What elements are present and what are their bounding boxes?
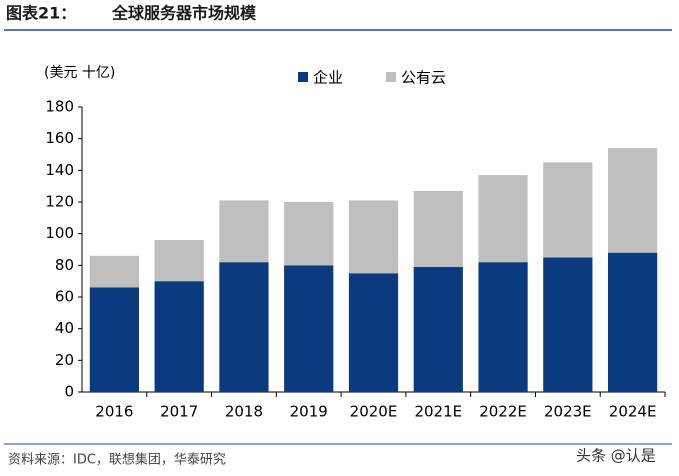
x-tick-label: 2018 <box>225 403 263 421</box>
y-tick-label: 140 <box>45 161 74 179</box>
chart-title: 全球服务器市场规模 <box>111 4 257 23</box>
y-tick-label: 120 <box>45 193 74 211</box>
y-tick-label: 100 <box>45 224 74 242</box>
x-tick-label: 2016 <box>95 403 133 421</box>
bar-segment <box>413 190 463 267</box>
bar-segment <box>478 262 528 392</box>
x-tick-label: 2022E <box>479 403 527 421</box>
bar-segment <box>478 175 528 263</box>
x-tick-label: 2023E <box>544 403 592 421</box>
y-tick-label: 80 <box>55 256 74 274</box>
bar-segment <box>154 281 204 392</box>
y-tick-label: 180 <box>45 98 74 116</box>
bar-segment <box>219 262 269 392</box>
bar-segment <box>219 200 269 263</box>
y-tick-label: 0 <box>64 383 74 401</box>
y-tick-label: 20 <box>55 351 74 369</box>
x-tick-label: 2017 <box>160 403 198 421</box>
bar-segment <box>607 148 658 253</box>
watermark: 头条 @认是 <box>576 447 656 465</box>
bar-segment <box>348 273 399 392</box>
bar-segment <box>89 255 140 288</box>
source: 资料来源：IDC，联想集团，华泰研究 <box>8 452 226 468</box>
bar-segment <box>413 266 463 392</box>
legend-swatch <box>298 72 308 82</box>
bar-segment <box>154 240 204 282</box>
bar-segment <box>284 202 334 266</box>
x-tick-label: 2019 <box>290 403 328 421</box>
legend-label: 企业 <box>313 69 343 87</box>
bar-segment <box>348 200 399 274</box>
y-tick-label: 160 <box>45 129 74 147</box>
y-tick-label: 40 <box>55 319 74 337</box>
x-tick-label: 2020E <box>350 403 398 421</box>
legend-label: 公有云 <box>401 69 446 87</box>
bar-segment <box>543 257 593 392</box>
bar-segment <box>543 162 593 258</box>
bar-segment <box>89 287 140 392</box>
bar-segment <box>284 265 334 392</box>
y-tick-label: 60 <box>55 288 74 306</box>
bar-segment <box>607 252 658 392</box>
legend-swatch <box>386 72 396 82</box>
x-tick-label: 2024E <box>609 403 657 421</box>
figure-label: 图表21： <box>6 4 76 23</box>
y-axis-label: (美元 十亿) <box>44 65 115 81</box>
x-tick-label: 2021E <box>414 403 462 421</box>
